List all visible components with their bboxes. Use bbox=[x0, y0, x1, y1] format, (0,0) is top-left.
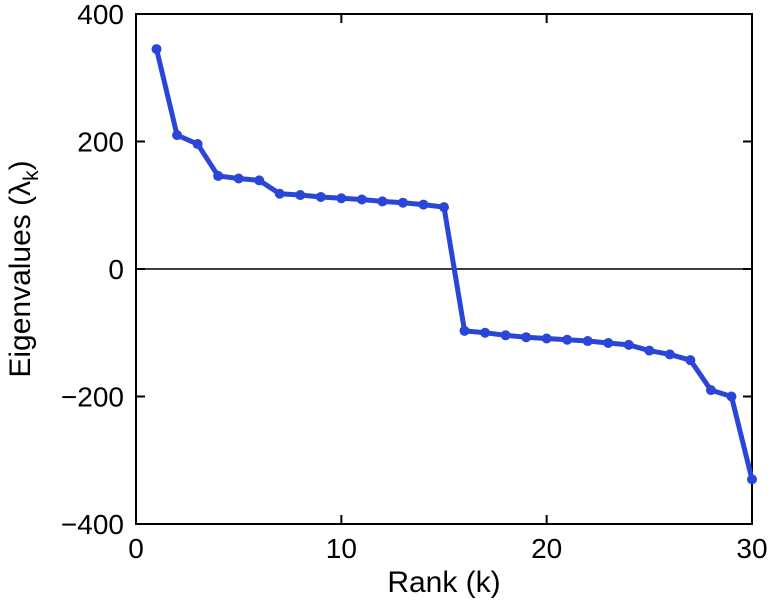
data-marker bbox=[295, 190, 306, 201]
data-marker bbox=[315, 191, 326, 202]
data-marker bbox=[397, 197, 408, 208]
data-marker bbox=[213, 170, 224, 181]
data-marker bbox=[562, 334, 573, 345]
x-tick-label: 30 bbox=[736, 533, 767, 564]
x-tick-label: 0 bbox=[128, 533, 144, 564]
data-marker bbox=[459, 325, 470, 336]
data-marker bbox=[254, 175, 265, 186]
data-marker bbox=[747, 474, 757, 485]
data-line bbox=[154, 46, 755, 482]
data-marker bbox=[541, 333, 552, 344]
data-marker bbox=[603, 337, 614, 348]
data-marker bbox=[233, 173, 244, 184]
data-marker bbox=[726, 391, 737, 402]
y-tick-label: −200 bbox=[61, 382, 124, 413]
y-axis-label-suffix: ) bbox=[4, 160, 37, 170]
data-marker bbox=[685, 355, 696, 366]
data-marker bbox=[500, 330, 511, 341]
data-marker bbox=[705, 385, 716, 396]
y-axis-label-subscript: k bbox=[20, 170, 43, 181]
data-marker bbox=[664, 349, 675, 360]
data-marker bbox=[480, 327, 491, 338]
data-marker bbox=[356, 194, 367, 205]
y-axis-label: Eigenvalues (λk) bbox=[4, 160, 43, 377]
y-tick-label: 400 bbox=[77, 0, 124, 30]
data-marker bbox=[151, 44, 162, 55]
data-marker bbox=[274, 188, 285, 199]
y-axis-label-prefix: Eigenvalues (λ bbox=[4, 181, 37, 378]
y-tick-label: −400 bbox=[61, 509, 124, 540]
x-tick-label: 10 bbox=[326, 533, 357, 564]
x-tick-label: 20 bbox=[531, 533, 562, 564]
data-marker bbox=[644, 345, 655, 356]
data-marker bbox=[377, 196, 388, 207]
y-tick-label: 200 bbox=[77, 127, 124, 158]
y-tick-label: 0 bbox=[108, 254, 124, 285]
data-marker bbox=[582, 336, 593, 347]
x-axis-label: Rank (k) bbox=[387, 566, 500, 599]
data-marker bbox=[418, 199, 429, 210]
data-marker bbox=[521, 332, 532, 343]
data-marker bbox=[439, 202, 449, 213]
data-marker bbox=[623, 339, 634, 350]
data-marker bbox=[336, 193, 347, 204]
data-marker bbox=[172, 130, 183, 141]
data-marker bbox=[192, 139, 203, 150]
